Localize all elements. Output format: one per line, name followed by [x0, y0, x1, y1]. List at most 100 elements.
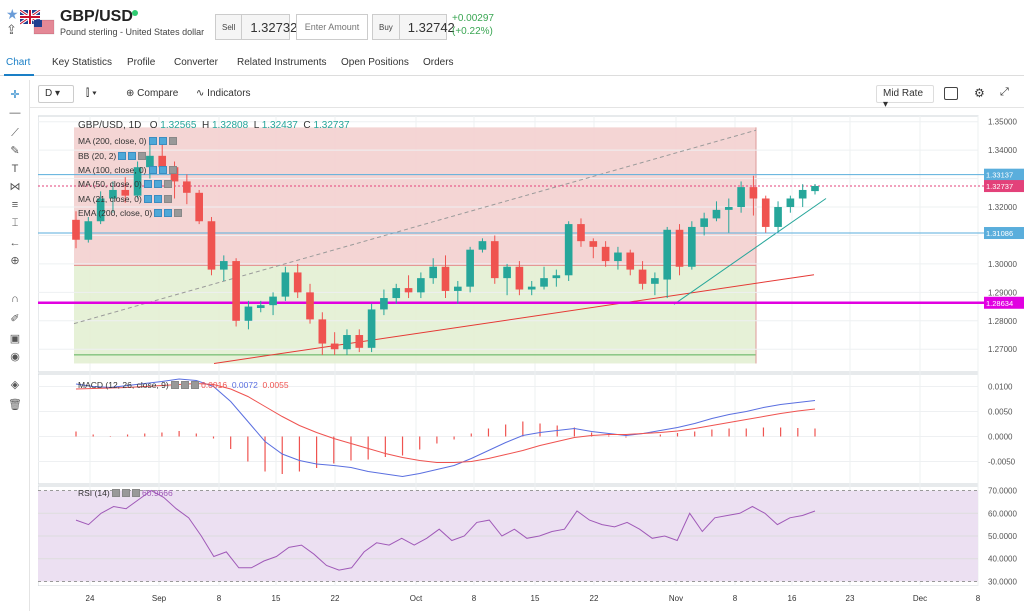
visibility-icon[interactable]: [153, 180, 162, 188]
y-tick-label-right: 1.34000: [988, 146, 1017, 155]
x-tick-label: 15: [531, 594, 540, 603]
indicator-ma50[interactable]: MA (50, close, 0): [78, 179, 172, 189]
remove-icon[interactable]: [163, 195, 172, 203]
indicator-ma200[interactable]: MA (200, close, 0): [78, 136, 177, 146]
price-level-tag-right: [984, 180, 1024, 193]
settings-gear-icon[interactable]: ⚙: [974, 86, 985, 100]
tab-key-statistics[interactable]: Key Statistics: [52, 57, 113, 68]
pattern-icon[interactable]: ⋈: [9, 181, 21, 193]
candle-body: [330, 343, 339, 350]
measure-icon[interactable]: ⌶: [11, 217, 19, 229]
settings-icon[interactable]: [148, 166, 157, 174]
text-tool-icon[interactable]: T: [11, 163, 19, 175]
amount-input[interactable]: [296, 14, 368, 40]
rsi-y-tick-label-right: 30.0000: [988, 577, 1017, 586]
active-tab-indicator: [4, 74, 34, 76]
price-change: +0.00297 (+0.22%): [452, 12, 494, 38]
tab-profile[interactable]: Profile: [127, 57, 156, 68]
visibility-icon[interactable]: [153, 195, 162, 203]
settings-icon[interactable]: [143, 180, 152, 188]
candle-body: [663, 229, 672, 280]
layers-icon[interactable]: ◈: [10, 379, 20, 391]
remove-icon[interactable]: [131, 489, 140, 497]
candle-body: [798, 189, 807, 199]
share-icon[interactable]: ⇪: [6, 22, 17, 37]
horizontal-line-icon[interactable]: —: [9, 107, 21, 119]
trash-icon[interactable]: 🗑: [8, 399, 22, 411]
macd-label: MACD (12, 26, close, 9): [78, 380, 169, 390]
visibility-icon[interactable]: [158, 137, 167, 145]
high-value: 1.32808: [212, 120, 249, 131]
x-tick-label: Dec: [913, 594, 927, 603]
currency-flags-icon: [20, 10, 55, 35]
zoom-in-icon[interactable]: ⊕: [10, 255, 20, 267]
indicator-bb[interactable]: BB (20, 2): [78, 151, 147, 161]
eye-icon[interactable]: ◉: [10, 351, 20, 363]
settings-icon[interactable]: [143, 195, 152, 203]
settings-icon[interactable]: [154, 209, 163, 217]
rsi-y-tick-label-right: 70.0000: [988, 487, 1017, 496]
fib-icon[interactable]: ≡: [11, 199, 19, 211]
expand-icon[interactable]: ⤢: [1000, 86, 1009, 98]
remove-icon[interactable]: [138, 152, 147, 160]
instrument-header: ★ ⇪ GBP/USD Pound sterling - United Stat…: [0, 0, 1024, 48]
remove-icon[interactable]: [174, 209, 183, 217]
visibility-icon[interactable]: [121, 489, 130, 497]
back-arrow-icon[interactable]: ←: [9, 237, 21, 249]
buy-button[interactable]: Buy 1.32742: [372, 14, 455, 40]
candle-body: [614, 252, 622, 262]
settings-icon[interactable]: [148, 137, 157, 145]
remove-icon[interactable]: [190, 381, 199, 389]
remove-icon[interactable]: [168, 137, 177, 145]
candle-body: [417, 278, 425, 293]
macd-legend[interactable]: MACD (12, 26, close, 9) 0.0016 0.0072 0.…: [78, 380, 289, 390]
crosshair-icon[interactable]: ✛: [10, 89, 20, 101]
compare-label: Compare: [137, 88, 179, 99]
remove-icon[interactable]: [168, 166, 177, 174]
tab-orders[interactable]: Orders: [423, 57, 454, 68]
remove-icon[interactable]: [163, 180, 172, 188]
lock-draw-icon[interactable]: ✐: [10, 313, 20, 325]
settings-icon[interactable]: [170, 381, 179, 389]
low-value: 1.32437: [261, 120, 298, 131]
visibility-icon[interactable]: [180, 381, 189, 389]
settings-icon[interactable]: [111, 489, 120, 497]
star-icon[interactable]: ★: [6, 6, 19, 22]
macd-signal-value: 0.0055: [262, 380, 289, 390]
candle-body: [774, 207, 782, 227]
indicator-ema200[interactable]: EMA (200, close, 0): [78, 208, 183, 218]
fullscreen-icon[interactable]: [944, 87, 958, 100]
tab-chart[interactable]: Chart: [6, 57, 31, 68]
candle-body: [183, 181, 191, 193]
tab-related-instruments[interactable]: Related Instruments: [237, 57, 327, 68]
compare-button[interactable]: ⊕ Compare: [126, 88, 178, 99]
visibility-icon[interactable]: [128, 152, 137, 160]
visibility-icon[interactable]: [164, 209, 173, 217]
tab-converter[interactable]: Converter: [174, 57, 218, 68]
candle-body: [737, 187, 745, 208]
brush-icon[interactable]: ✎: [10, 145, 20, 157]
lock-icon[interactable]: ▣: [9, 333, 21, 345]
sell-button[interactable]: Sell 1.32732: [215, 14, 297, 40]
indicator-ma21[interactable]: MA (21, close, 0): [78, 194, 172, 204]
indicator-ma100[interactable]: MA (100, close, 0): [78, 165, 177, 175]
candle-type-icon[interactable]: ⫿ ▾: [86, 88, 97, 99]
candle-body: [219, 261, 228, 270]
interval-select[interactable]: D ▾: [38, 85, 74, 103]
candle-body: [651, 278, 659, 284]
indicators-button[interactable]: ∿ Indicators: [196, 88, 251, 99]
candle-body: [761, 198, 770, 227]
candle-body: [109, 189, 117, 199]
magnet-icon[interactable]: ∩: [11, 293, 19, 305]
x-tick-label: 8: [733, 594, 738, 603]
price-chart[interactable]: 24 Sep 8 15 22 Oct 8 15 22 Nov 8 16 23 Dec 8 1.35000 1.3…: [38, 108, 1024, 611]
settings-icon[interactable]: [118, 152, 127, 160]
visibility-icon[interactable]: [158, 166, 167, 174]
price-type-select[interactable]: Mid Rate ▾: [876, 85, 934, 110]
candle-body: [453, 286, 462, 291]
candle-body: [786, 198, 795, 208]
candle-body: [749, 187, 758, 199]
rsi-legend[interactable]: RSI (14) 60.9666: [78, 488, 173, 498]
trend-line-icon[interactable]: ⟋: [11, 127, 19, 139]
tab-open-positions[interactable]: Open Positions: [341, 57, 409, 68]
